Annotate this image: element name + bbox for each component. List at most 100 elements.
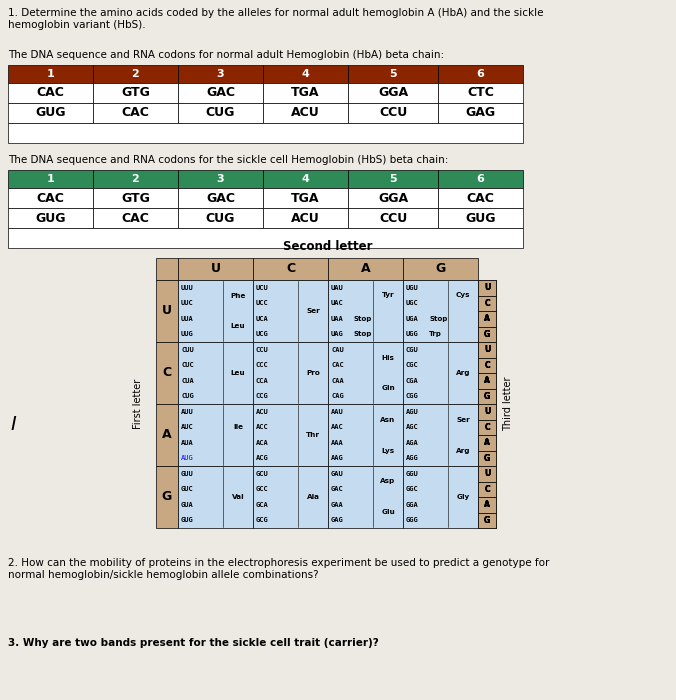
Bar <box>348 170 438 188</box>
Text: UCU: UCU <box>256 285 269 290</box>
Bar <box>478 373 496 389</box>
Bar <box>478 497 496 512</box>
Text: 4: 4 <box>301 174 310 184</box>
Bar <box>478 295 496 311</box>
Text: UGA: UGA <box>406 316 418 322</box>
Bar <box>348 208 438 228</box>
Text: A: A <box>484 314 490 323</box>
Bar <box>478 326 496 342</box>
Text: C: C <box>484 423 490 432</box>
Bar <box>478 326 496 342</box>
Bar <box>478 482 496 497</box>
Text: 3: 3 <box>217 69 224 79</box>
Text: UAU: UAU <box>331 285 344 290</box>
Text: C: C <box>484 423 490 432</box>
Bar <box>328 342 403 404</box>
Text: 5: 5 <box>389 69 397 79</box>
Text: GGA: GGA <box>406 502 418 508</box>
Text: U: U <box>484 345 490 354</box>
Bar <box>478 373 496 389</box>
Text: Ile: Ile <box>233 424 243 430</box>
Text: C: C <box>484 299 490 308</box>
Bar <box>156 342 178 404</box>
Text: G: G <box>484 330 490 339</box>
Text: CAA: CAA <box>331 378 344 384</box>
Text: ACG: ACG <box>256 455 269 461</box>
Text: GUU: GUU <box>181 470 194 477</box>
Text: CGC: CGC <box>406 363 418 368</box>
Bar <box>478 358 496 373</box>
Text: A: A <box>484 314 490 323</box>
Text: G: G <box>162 491 172 503</box>
Text: C: C <box>484 484 490 494</box>
Bar <box>156 466 178 528</box>
Text: First letter: First letter <box>133 379 143 429</box>
Text: GCU: GCU <box>256 470 269 477</box>
Text: UCG: UCG <box>256 331 269 337</box>
Bar <box>178 466 253 528</box>
Text: ACU: ACU <box>291 211 320 225</box>
Text: AAC: AAC <box>331 424 344 430</box>
Bar <box>438 65 523 83</box>
Text: Gln: Gln <box>381 386 395 391</box>
Text: CUC: CUC <box>181 363 194 368</box>
Text: GTG: GTG <box>121 192 150 204</box>
Bar <box>478 404 496 419</box>
Text: U: U <box>484 345 490 354</box>
Bar <box>156 404 178 466</box>
Bar <box>178 342 253 404</box>
Text: G: G <box>435 262 445 276</box>
Bar <box>178 280 253 342</box>
Bar <box>328 258 403 280</box>
Bar <box>263 65 348 83</box>
Bar <box>478 311 496 326</box>
Text: 2. How can the mobility of proteins in the electrophoresis experiment be used to: 2. How can the mobility of proteins in t… <box>8 558 550 580</box>
Text: AAA: AAA <box>331 440 344 446</box>
Text: CTC: CTC <box>467 87 494 99</box>
Text: G: G <box>484 392 490 400</box>
Bar <box>328 404 403 466</box>
Bar <box>478 311 496 326</box>
Text: CAC: CAC <box>466 192 494 204</box>
Text: CGA: CGA <box>406 378 418 384</box>
Text: UUG: UUG <box>181 331 194 337</box>
Text: A: A <box>484 438 490 447</box>
Text: U: U <box>484 469 490 478</box>
Text: 2: 2 <box>132 174 139 184</box>
Text: 4: 4 <box>301 69 310 79</box>
Text: U: U <box>484 407 490 416</box>
Text: Thr: Thr <box>306 432 320 438</box>
Text: CAC: CAC <box>37 87 64 99</box>
Text: GAA: GAA <box>331 502 344 508</box>
Bar <box>478 404 496 419</box>
Bar <box>93 208 178 228</box>
Text: G: G <box>484 330 490 339</box>
Text: G: G <box>484 330 490 339</box>
Text: GAG: GAG <box>466 106 496 120</box>
Text: CAU: CAU <box>331 346 344 353</box>
Bar <box>403 404 478 466</box>
Text: AGU: AGU <box>406 409 418 414</box>
Bar <box>328 280 403 342</box>
Bar <box>263 170 348 188</box>
Text: U: U <box>484 345 490 354</box>
Bar <box>478 280 496 295</box>
Bar <box>263 83 348 103</box>
Bar <box>478 497 496 512</box>
Text: C: C <box>484 360 490 370</box>
Bar <box>478 512 496 528</box>
Bar <box>156 258 178 280</box>
Text: C: C <box>484 484 490 494</box>
Text: CAC: CAC <box>37 192 64 204</box>
Bar <box>253 342 328 404</box>
Text: AAU: AAU <box>331 409 344 414</box>
Text: C: C <box>484 484 490 494</box>
Text: C: C <box>484 360 490 370</box>
Text: G: G <box>484 392 490 400</box>
Text: Stop: Stop <box>354 316 372 322</box>
Text: His: His <box>381 354 394 360</box>
Bar <box>478 295 496 311</box>
Bar <box>478 295 496 311</box>
Bar <box>478 435 496 451</box>
Bar <box>478 326 496 342</box>
